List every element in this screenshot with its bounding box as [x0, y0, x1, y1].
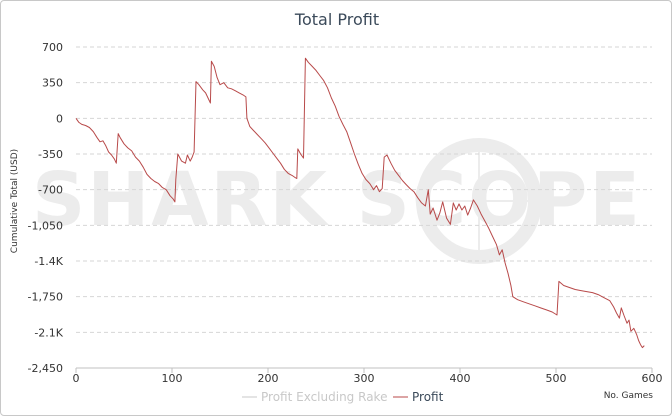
legend-item-profit-excluding-rake[interactable]: Profit Excluding Rake: [242, 390, 387, 404]
y-tick-label: -1,750: [28, 291, 63, 304]
legend: Profit Excluding Rake Profit: [242, 390, 444, 404]
x-tick-label: 200: [258, 372, 279, 385]
y-tick-label: -2,450: [28, 362, 63, 375]
y-axis-title: Cumulative Total (USD): [10, 149, 20, 253]
chart-title: Total Profit: [294, 10, 379, 29]
x-axis-title: No. Games: [604, 391, 654, 401]
y-tick-label: -2.1K: [34, 326, 63, 339]
watermark-text: SHARK SCOPE: [32, 157, 642, 243]
y-axis-tick-labels: 700 350 0 -350 -700 -1,050 -1.4K -1,750 -2.1K -2,…: [28, 41, 64, 375]
x-tick-label: 0: [73, 372, 80, 385]
legend-item-profit[interactable]: Profit: [393, 390, 444, 404]
series-lines: [75, 57, 645, 349]
x-tick-label: 100: [162, 372, 183, 385]
x-tick-label: 300: [354, 372, 375, 385]
legend-label-profit-excluding-rake: Profit Excluding Rake: [261, 390, 387, 404]
x-axis-tick-labels: 0 100 200 300 400 500 600: [73, 368, 663, 385]
series-line-profit[interactable]: [75, 57, 645, 349]
y-tick-label: 700: [42, 41, 63, 54]
y-tick-label: -1.4K: [34, 255, 63, 268]
y-tick-label: -1,050: [28, 219, 63, 232]
x-tick-label: 400: [450, 372, 471, 385]
y-tick-label: -350: [38, 148, 63, 161]
y-tick-label: -700: [38, 184, 63, 197]
x-tick-label: 600: [642, 372, 663, 385]
legend-label-profit: Profit: [412, 390, 444, 404]
y-tick-label: 350: [42, 77, 63, 90]
y-tick-label: 0: [56, 112, 63, 125]
x-tick-label: 500: [546, 372, 567, 385]
